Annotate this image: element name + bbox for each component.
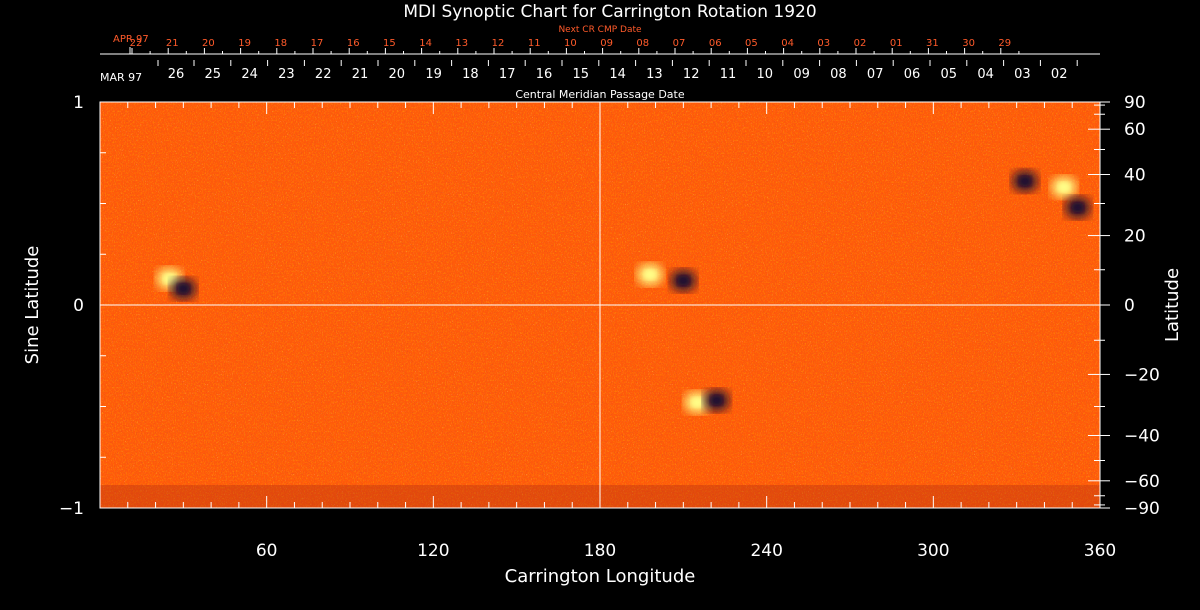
active-region-core	[1071, 202, 1084, 213]
cmp-date: 10	[757, 67, 774, 82]
y-tick-label-right: 0	[1124, 296, 1135, 316]
cmp-date: 06	[904, 67, 921, 82]
y-tick-label-right: −20	[1124, 365, 1160, 385]
cmp-date: 15	[573, 67, 590, 82]
x-axis-label: Carrington Longitude	[505, 566, 696, 587]
active-region-core	[644, 269, 656, 280]
x-tick-label: 300	[917, 541, 949, 561]
cmp-date: 16	[536, 67, 553, 82]
active-region-core	[710, 395, 723, 406]
next-cr-date: 01	[890, 38, 903, 49]
cmp-date: 03	[1014, 67, 1031, 82]
next-cr-date: 13	[455, 38, 468, 49]
cmp-date: 08	[830, 67, 847, 82]
next-cr-date: 20	[202, 38, 215, 49]
cmp-date: 07	[867, 67, 884, 82]
y-tick-label-left: 0	[73, 296, 84, 316]
y-tick-label-right: −40	[1124, 426, 1160, 446]
y-axis-left-label: Sine Latitude	[22, 246, 43, 365]
chart-title: MDI Synoptic Chart for Carrington Rotati…	[403, 2, 816, 22]
active-region-core	[1057, 182, 1070, 193]
x-tick-label: 240	[750, 541, 782, 561]
cmp-date: 04	[977, 67, 994, 82]
next-cr-date: 31	[926, 38, 939, 49]
x-tick-label: 120	[417, 541, 449, 561]
y-tick-label-right: 20	[1124, 227, 1146, 247]
x-tick-label: 180	[584, 541, 616, 561]
next-cr-axis-title: Next CR CMP Date	[558, 25, 642, 35]
next-cr-date: 05	[745, 38, 758, 49]
next-cr-date: 17	[311, 38, 324, 49]
next-cr-date: 16	[347, 38, 360, 49]
x-axis: 60 120 180 240 300 360	[127, 102, 1116, 561]
cmp-date: 23	[278, 67, 295, 82]
next-cr-date: 22	[130, 38, 143, 49]
cmp-date: 12	[683, 67, 700, 82]
x-tick-label: 60	[256, 541, 278, 561]
next-cr-date-labels: 22 21 20 19 18 17 16 15 14 13 12 11 10 09 08 07 06 05 04 03…	[129, 38, 1020, 54]
cmp-date-labels: 26 25 24 23 22 21 20 19 18 17 16 15 14 13 12 11 10 09 08 07…	[157, 60, 1078, 82]
next-cr-date: 30	[962, 38, 975, 49]
cmp-date: 25	[205, 67, 222, 82]
cmp-date: 18	[462, 67, 479, 82]
next-cr-date: 07	[673, 38, 686, 49]
y-axis-right-label: Latitude	[1162, 268, 1183, 342]
next-cr-date: 06	[709, 38, 722, 49]
cmp-date: 26	[168, 67, 185, 82]
active-region-core	[1019, 176, 1031, 187]
next-cr-date: 11	[528, 38, 541, 49]
cmp-date: 24	[241, 67, 258, 82]
active-region-core	[163, 273, 176, 284]
cmp-date: 02	[1051, 67, 1068, 82]
next-cr-date: 10	[564, 38, 577, 49]
y-axis-right: 90 60 40 20 0 −20 −40 −60 −90	[1088, 93, 1160, 519]
cmp-date: 05	[941, 67, 958, 82]
next-cr-date: 08	[636, 38, 649, 49]
next-cr-date: 02	[854, 38, 867, 49]
cmp-date: 14	[609, 67, 626, 82]
active-region-core	[177, 283, 190, 294]
cmp-date: 17	[499, 67, 516, 82]
next-cr-date: 04	[781, 38, 794, 49]
x-tick-label: 360	[1084, 541, 1116, 561]
next-cr-date: 19	[238, 38, 251, 49]
next-cr-date: 03	[817, 38, 830, 49]
next-cr-date: 18	[274, 38, 287, 49]
cmp-date: 13	[646, 67, 663, 82]
y-tick-label-right: −90	[1124, 499, 1160, 519]
cmp-axis: MAR 97 26 25 24 23 22 21 20 19 18 17 16 15 14 13 12 11 1…	[100, 60, 1078, 101]
y-tick-label-right: 60	[1124, 120, 1146, 140]
cmp-date: 20	[389, 67, 406, 82]
active-regions	[156, 170, 1091, 414]
cmp-month-label: MAR 97	[100, 71, 142, 84]
cmp-date: 09	[793, 67, 810, 82]
cmp-date: 11	[720, 67, 737, 82]
y-axis-left: 1 0 −1	[59, 93, 112, 519]
y-tick-label-right: 40	[1124, 166, 1146, 186]
next-cr-date: 21	[166, 38, 179, 49]
next-cr-date: 29	[998, 38, 1011, 49]
cmp-date: 19	[425, 67, 442, 82]
active-region-core	[691, 397, 704, 408]
y-tick-label-right: −60	[1124, 472, 1160, 492]
next-cr-axis: Next CR CMP Date APR 97 22 21 20 19 18 17 16 15…	[100, 25, 1100, 55]
next-cr-date: 12	[492, 38, 505, 49]
cmp-axis-title: Central Meridian Passage Date	[515, 88, 684, 101]
next-cr-date: 09	[600, 38, 613, 49]
active-region-core	[677, 275, 690, 286]
y-tick-label-left: 1	[73, 93, 84, 113]
next-cr-date: 15	[383, 38, 396, 49]
y-tick-label-right: 90	[1124, 93, 1146, 113]
next-cr-month-label: APR 97	[113, 34, 149, 45]
cmp-date: 21	[352, 67, 369, 82]
next-cr-date: 14	[419, 38, 432, 49]
y-tick-label-left: −1	[59, 499, 84, 519]
cmp-date: 22	[315, 67, 332, 82]
